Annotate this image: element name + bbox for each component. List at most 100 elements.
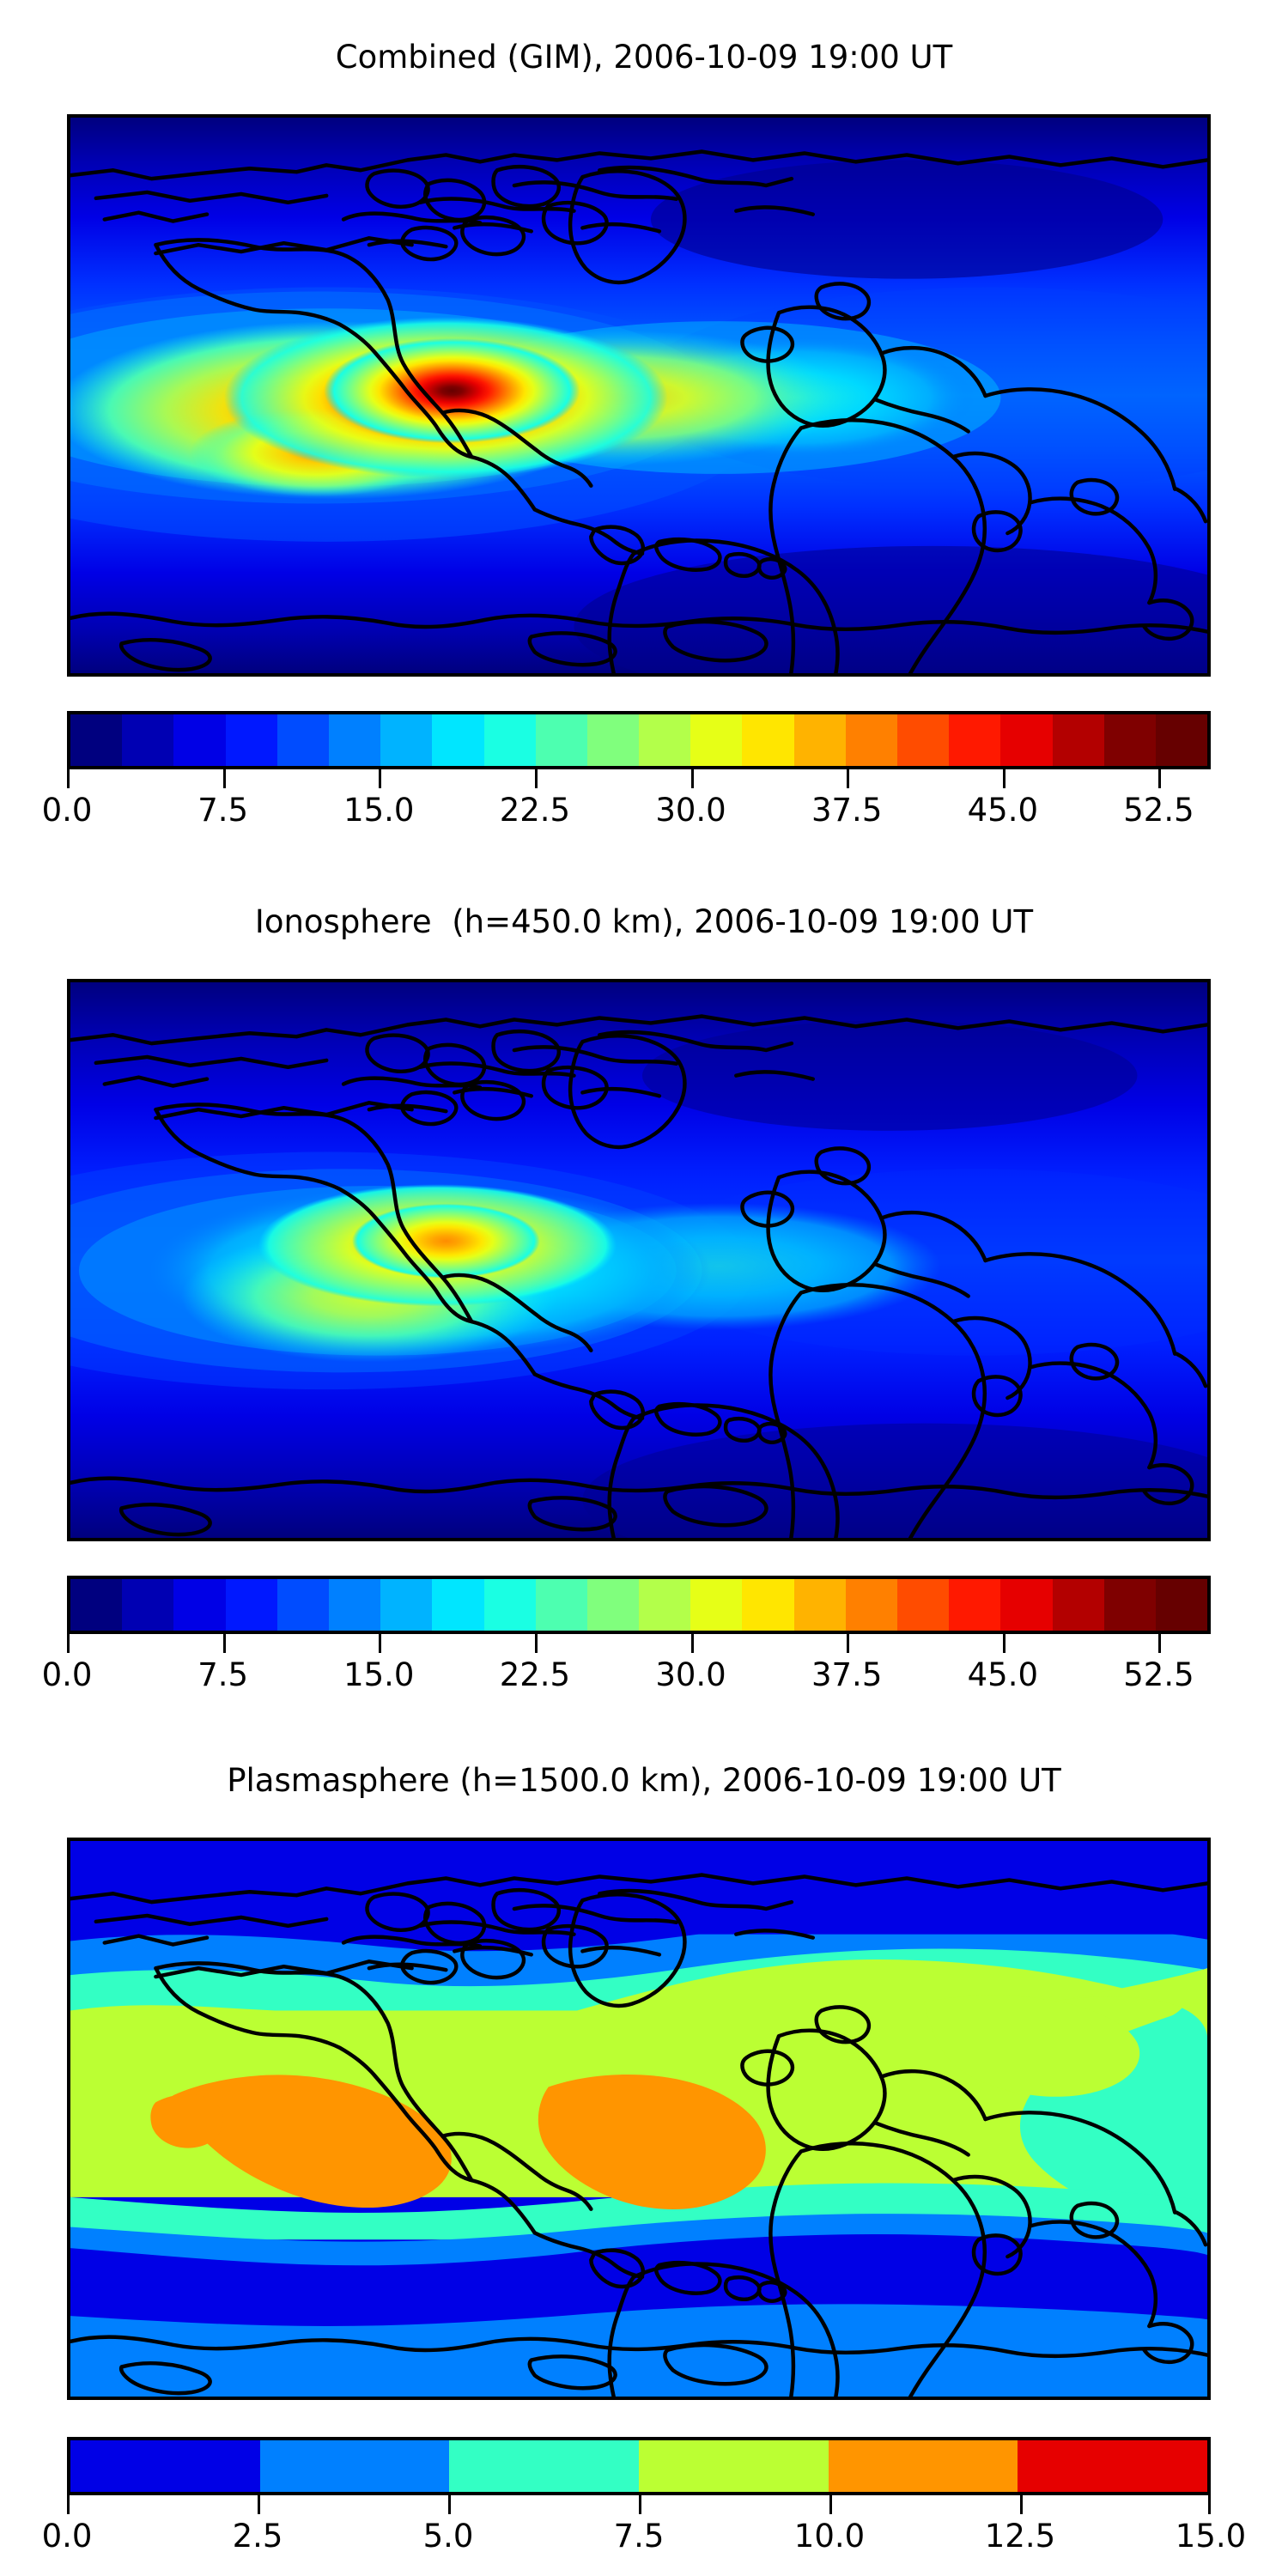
colorbar-segment bbox=[535, 714, 587, 766]
colorbar-tick-label: 22.5 bbox=[499, 1656, 571, 1693]
colorbar-tick-label: 30.0 bbox=[655, 1656, 726, 1693]
colorbar-tick bbox=[379, 769, 382, 788]
colorbar-segment bbox=[328, 1579, 381, 1631]
colorbar-segment bbox=[328, 714, 381, 766]
contour-map-plasmasphere bbox=[70, 1841, 1207, 2397]
map-plasmasphere bbox=[67, 1838, 1211, 2400]
colorbar-tick bbox=[847, 769, 850, 788]
colorbar-tick-label: 15.0 bbox=[343, 1656, 415, 1693]
colorbar-segment bbox=[845, 1579, 897, 1631]
colorbar-tick bbox=[1020, 2495, 1023, 2514]
colorbar-segment bbox=[793, 714, 846, 766]
colorbar-tick bbox=[222, 1634, 226, 1653]
colorbar-tick bbox=[1002, 769, 1005, 788]
colorbar-combined-gim: 0.0 7.5 15.0 22.5 30.0 37.5 45.0 52.5 bbox=[42, 711, 1211, 836]
colorbar-segment bbox=[483, 714, 536, 766]
colorbar-segment bbox=[639, 714, 691, 766]
colorbar-tick-label: 12.5 bbox=[984, 2518, 1056, 2555]
antarctica-coastline bbox=[70, 611, 1207, 672]
colorbar-segment bbox=[949, 714, 1001, 766]
map-ionosphere bbox=[67, 979, 1211, 1541]
colorbar-ionosphere: 0.0 7.5 15.0 22.5 30.0 37.5 45.0 52.5 bbox=[42, 1576, 1211, 1701]
colorbar-tick-label: 7.5 bbox=[197, 1656, 249, 1693]
colorbar-segment bbox=[949, 1579, 1001, 1631]
colorbar-segment bbox=[639, 1579, 691, 1631]
colorbar-tick-label: 7.5 bbox=[197, 792, 249, 829]
coastlines bbox=[70, 149, 1207, 673]
colorbar-tick bbox=[379, 1634, 382, 1653]
colorbar-tick-label: 10.0 bbox=[793, 2518, 866, 2555]
colorbar-segment bbox=[70, 1579, 123, 1631]
colorbar-segment bbox=[828, 2440, 1018, 2492]
contour-map-combined-gim bbox=[70, 118, 1207, 673]
colorbar-tick bbox=[690, 1634, 694, 1653]
colorbar-tick-label: 5.0 bbox=[422, 2518, 474, 2555]
colorbar-segment bbox=[742, 714, 794, 766]
colorbar-tick bbox=[67, 1634, 70, 1653]
coastlines bbox=[70, 1873, 1207, 2397]
colorbar-gradient-combined-gim bbox=[67, 711, 1211, 769]
colorbar-segment bbox=[225, 1579, 277, 1631]
colorbar-tick-label: 30.0 bbox=[655, 792, 726, 829]
colorbar-ticks-ionosphere bbox=[67, 1634, 1211, 1656]
map-combined-gim bbox=[67, 114, 1211, 677]
colorbar-tick-label: 37.5 bbox=[811, 792, 883, 829]
colorbar-tick-label: 15.0 bbox=[1175, 2518, 1247, 2555]
colorbar-tick bbox=[1208, 2495, 1211, 2514]
colorbar-tick-label: 52.5 bbox=[1123, 1656, 1194, 1693]
colorbar-tick bbox=[690, 769, 694, 788]
colorbar-segment bbox=[173, 714, 226, 766]
colorbar-segment bbox=[639, 2440, 829, 2492]
colorbar-segment bbox=[276, 1579, 329, 1631]
colorbar-tick-label: 15.0 bbox=[343, 792, 415, 829]
colorbar-segment bbox=[225, 714, 277, 766]
colorbar-tick-label: 2.5 bbox=[232, 2518, 283, 2555]
coastlines bbox=[70, 1014, 1207, 1538]
colorbar-tick bbox=[1158, 769, 1162, 788]
colorbar-segment bbox=[897, 1579, 950, 1631]
colorbar-segment bbox=[70, 714, 123, 766]
colorbar-tick bbox=[67, 2495, 70, 2514]
colorbar-segment bbox=[1155, 714, 1207, 766]
colorbar-labels-ionosphere: 0.0 7.5 15.0 22.5 30.0 37.5 45.0 52.5 bbox=[42, 1656, 1211, 1701]
colorbar-segment bbox=[449, 2440, 640, 2492]
colorbar-segment bbox=[173, 1579, 226, 1631]
colorbar-tick bbox=[1158, 1634, 1162, 1653]
panel-title-plasmasphere: Plasmasphere (h=1500.0 km), 2006-10-09 1… bbox=[227, 1762, 1061, 1799]
colorbar-segment bbox=[1155, 1579, 1207, 1631]
colorbar-segment bbox=[1103, 714, 1156, 766]
colorbar-segment bbox=[1052, 714, 1104, 766]
colorbar-gradient-plasmasphere bbox=[67, 2437, 1211, 2495]
colorbar-plasmasphere: 0.0 2.5 5.0 7.5 10.0 12.5 15.0 bbox=[42, 2437, 1247, 2562]
colorbar-tick bbox=[847, 1634, 850, 1653]
colorbar-tick-label: 7.5 bbox=[613, 2518, 665, 2555]
panel-title-ionosphere: Ionosphere (h=450.0 km), 2006-10-09 19:0… bbox=[254, 903, 1034, 940]
colorbar-labels-plasmasphere: 0.0 2.5 5.0 7.5 10.0 12.5 15.0 bbox=[42, 2518, 1247, 2562]
colorbar-tick-label: 45.0 bbox=[967, 792, 1039, 829]
colorbar-segment bbox=[1018, 2440, 1207, 2492]
colorbar-tick bbox=[67, 769, 70, 788]
colorbar-segment bbox=[897, 714, 950, 766]
panel-title-combined-gim: Combined (GIM), 2006-10-09 19:00 UT bbox=[335, 39, 953, 76]
colorbar-tick bbox=[1002, 1634, 1005, 1653]
colorbar-segment bbox=[432, 714, 484, 766]
colorbar-ticks-plasmasphere bbox=[67, 2495, 1211, 2518]
colorbar-segment bbox=[1052, 1579, 1104, 1631]
colorbar-tick-label: 37.5 bbox=[811, 1656, 883, 1693]
colorbar-segment bbox=[742, 1579, 794, 1631]
colorbar-segment bbox=[70, 2440, 260, 2492]
colorbar-tick-label: 22.5 bbox=[499, 792, 571, 829]
colorbar-tick bbox=[222, 769, 226, 788]
contour-map-ionosphere bbox=[70, 982, 1207, 1538]
colorbar-tick-label: 52.5 bbox=[1123, 792, 1194, 829]
colorbar-segment bbox=[586, 714, 640, 766]
colorbar-segment bbox=[380, 1579, 433, 1631]
colorbar-segment bbox=[380, 714, 433, 766]
colorbar-segment bbox=[276, 714, 329, 766]
colorbar-tick-label: 0.0 bbox=[41, 792, 93, 829]
colorbar-segment bbox=[586, 1579, 640, 1631]
colorbar-segment bbox=[432, 1579, 484, 1631]
colorbar-segment bbox=[1103, 1579, 1156, 1631]
colorbar-tick bbox=[639, 2495, 641, 2514]
colorbar-segment bbox=[690, 1579, 743, 1631]
